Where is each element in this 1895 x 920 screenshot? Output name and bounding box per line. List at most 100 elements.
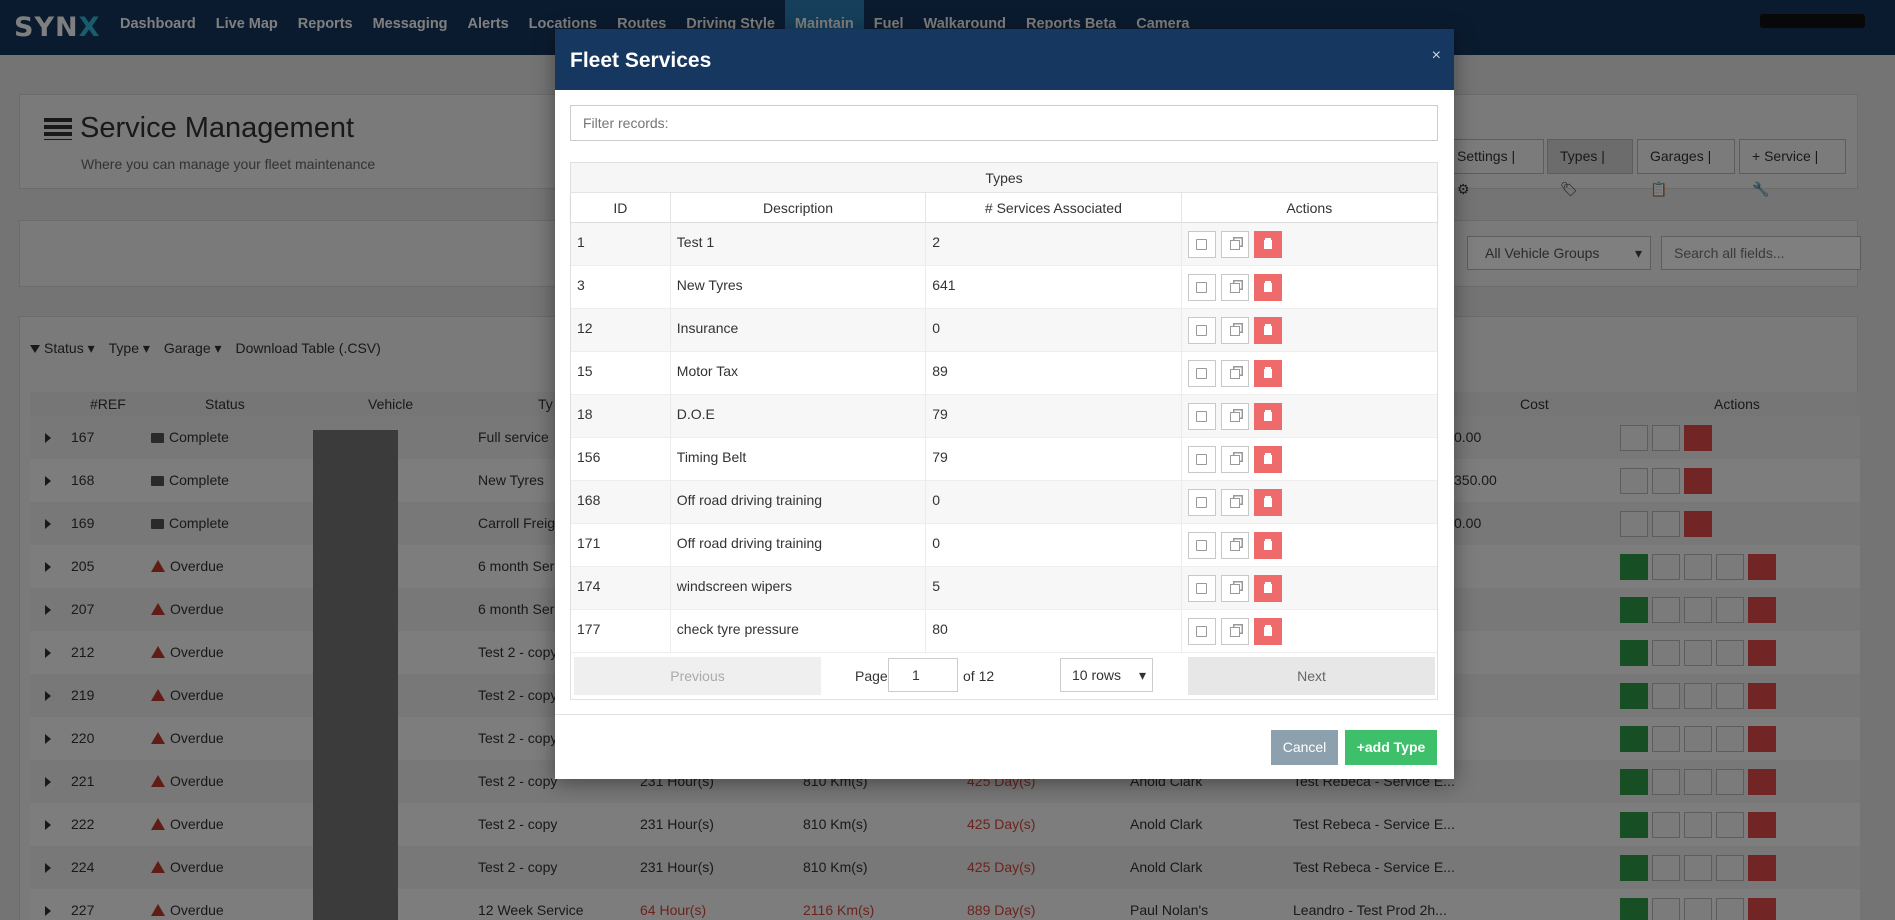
copy-button[interactable] [1220,489,1249,516]
edit-button[interactable] [1187,231,1216,258]
description-cell: Test 1 [671,223,927,265]
actions-cell [1182,524,1437,566]
page-count-label: of 12 [963,668,995,684]
services-count-cell: 5 [926,567,1182,609]
fleet-services-modal: Fleet Services × Types ID Description # … [555,29,1454,779]
delete-button[interactable] [1253,317,1282,344]
copy-button[interactable] [1220,274,1249,301]
actions-cell [1182,610,1437,652]
col-description[interactable]: Description [671,193,927,222]
type-row: 15 Motor Tax 89 [571,352,1437,395]
copy-icon [1229,583,1240,594]
id-cell: 171 [571,524,671,566]
page-label: Page [855,668,888,684]
copy-icon [1229,454,1240,465]
delete-button[interactable] [1253,360,1282,387]
delete-button[interactable] [1253,532,1282,559]
edit-button[interactable] [1187,446,1216,473]
delete-button[interactable] [1253,231,1282,258]
actions-cell [1182,266,1437,308]
delete-button[interactable] [1253,446,1282,473]
types-table: Types ID Description # Services Associat… [570,162,1438,700]
types-group-header: Types [571,163,1437,193]
copy-icon [1229,540,1240,551]
modal-header: Fleet Services × [555,29,1454,90]
col-services-associated[interactable]: # Services Associated [926,193,1182,222]
rows-per-page-select[interactable]: 10 rows [1060,658,1153,692]
actions-cell [1182,309,1437,351]
services-count-cell: 0 [926,524,1182,566]
modal-title: Fleet Services [570,49,712,72]
delete-button[interactable] [1253,575,1282,602]
edit-icon [1196,497,1208,508]
copy-button[interactable] [1220,231,1249,258]
type-row: 156 Timing Belt 79 [571,438,1437,481]
id-cell: 156 [571,438,671,480]
copy-icon [1229,368,1240,379]
services-count-cell: 79 [926,438,1182,480]
copy-button[interactable] [1220,317,1249,344]
close-icon[interactable]: × [1431,47,1441,64]
services-count-cell: 2 [926,223,1182,265]
edit-icon [1196,325,1208,336]
next-button[interactable]: Next [1188,657,1435,695]
edit-button[interactable] [1187,489,1216,516]
delete-button[interactable] [1253,274,1282,301]
delete-button[interactable] [1253,618,1282,645]
description-cell: Insurance [671,309,927,351]
trash-icon [1263,627,1272,636]
id-cell: 1 [571,223,671,265]
id-cell: 177 [571,610,671,652]
copy-button[interactable] [1220,360,1249,387]
description-cell: D.O.E [671,395,927,437]
edit-button[interactable] [1187,274,1216,301]
edit-button[interactable] [1187,618,1216,645]
description-cell: Off road driving training [671,481,927,523]
copy-button[interactable] [1220,532,1249,559]
delete-button[interactable] [1253,489,1282,516]
type-row: 168 Off road driving training 0 [571,481,1437,524]
description-cell: Motor Tax [671,352,927,394]
page-number-input[interactable] [888,658,958,692]
services-count-cell: 0 [926,309,1182,351]
edit-button[interactable] [1187,403,1216,430]
id-cell: 174 [571,567,671,609]
col-id[interactable]: ID [571,193,671,222]
copy-button[interactable] [1220,575,1249,602]
actions-cell [1182,223,1437,265]
trash-icon [1263,369,1272,378]
edit-button[interactable] [1187,575,1216,602]
edit-button[interactable] [1187,532,1216,559]
id-cell: 15 [571,352,671,394]
trash-icon [1263,584,1272,593]
actions-cell [1182,352,1437,394]
id-cell: 18 [571,395,671,437]
pagination: Previous Page of 12 10 rows Next [571,653,1437,699]
id-cell: 168 [571,481,671,523]
add-type-button[interactable]: +add Type [1345,730,1437,765]
trash-icon [1263,240,1272,249]
copy-icon [1229,626,1240,637]
copy-icon [1229,325,1240,336]
edit-button[interactable] [1187,360,1216,387]
copy-button[interactable] [1220,446,1249,473]
edit-button[interactable] [1187,317,1216,344]
modal-footer [555,714,1454,779]
types-column-headers: ID Description # Services Associated Act… [571,193,1437,223]
edit-icon [1196,583,1208,594]
edit-icon [1196,282,1208,293]
delete-button[interactable] [1253,403,1282,430]
copy-button[interactable] [1220,618,1249,645]
copy-button[interactable] [1220,403,1249,430]
cancel-button[interactable]: Cancel [1271,730,1338,765]
description-cell: Timing Belt [671,438,927,480]
description-cell: New Tyres [671,266,927,308]
filter-records-input[interactable] [570,105,1438,141]
col-actions: Actions [1286,200,1333,216]
previous-button[interactable]: Previous [574,657,821,695]
actions-cell [1182,481,1437,523]
type-row: 171 Off road driving training 0 [571,524,1437,567]
trash-icon [1263,498,1272,507]
edit-icon [1196,454,1208,465]
